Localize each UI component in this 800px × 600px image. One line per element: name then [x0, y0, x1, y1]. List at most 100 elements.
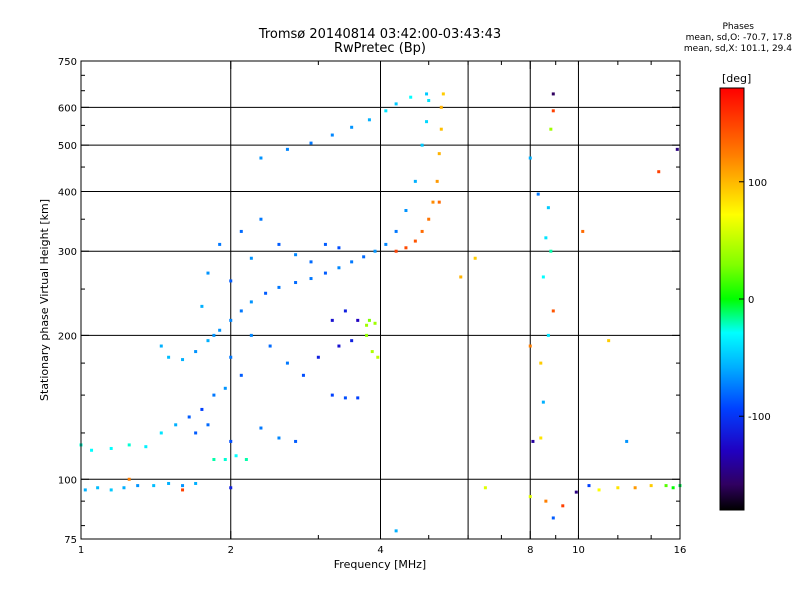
data-point [109, 488, 113, 492]
colorbar-label: [deg] [722, 72, 751, 85]
x-tick-label: 2 [228, 545, 234, 556]
data-point [549, 249, 553, 253]
data-point [96, 486, 100, 490]
data-point [194, 481, 198, 485]
data-point [337, 246, 341, 250]
data-point [544, 499, 548, 503]
phase-stats: Phases mean, sd,O: -70.7, 17.8 mean, sd,… [684, 22, 792, 55]
data-point [664, 484, 668, 488]
data-point [384, 242, 388, 246]
y-tick-labels: 75 100 200 300 400 500 600 750 [58, 57, 77, 546]
x-axis-label: Frequency [MHz] [334, 558, 426, 571]
data-point [365, 333, 369, 337]
data-point [109, 446, 113, 450]
data-point [528, 344, 532, 348]
data-point [174, 423, 178, 427]
chart-subtitle: RwPretec (Bp) [333, 41, 427, 56]
phase-stats-heading: Phases [722, 22, 754, 32]
data-point [249, 333, 253, 337]
data-point [249, 256, 253, 260]
data-point [581, 229, 585, 233]
data-point [350, 339, 354, 343]
phase-stats-x-mode: mean, sd,X: 101.1, 29.4 [683, 44, 792, 54]
data-point [551, 516, 555, 520]
data-point [187, 415, 191, 419]
data-point [350, 125, 354, 129]
data-point [244, 457, 248, 461]
data-point [439, 127, 443, 131]
colorbar-tick-label: 100 [748, 178, 767, 189]
data-point [587, 484, 591, 488]
data-point [229, 318, 233, 322]
data-point [316, 355, 320, 359]
data-point [394, 229, 398, 233]
data-point [294, 253, 298, 257]
data-point [206, 271, 210, 275]
data-point [574, 490, 578, 494]
data-point [413, 239, 417, 243]
data-point [83, 488, 87, 492]
data-point [330, 393, 334, 397]
y-tick-label: 200 [58, 331, 77, 342]
data-point [551, 92, 555, 96]
data-point [301, 373, 305, 377]
data-point [420, 229, 424, 233]
data-point [277, 285, 281, 289]
chart-title: Tromsø 20140814 03:42:00-03:43:43 [258, 27, 502, 42]
data-point [384, 109, 388, 113]
data-point [597, 488, 601, 492]
data-point [413, 179, 417, 183]
data-point [309, 260, 313, 264]
data-point [551, 109, 555, 113]
y-tick-label: 100 [58, 475, 77, 486]
data-point [323, 242, 327, 246]
data-point [223, 386, 227, 390]
data-point [376, 355, 380, 359]
data-point [367, 318, 371, 322]
data-point [277, 242, 281, 246]
data-point [394, 249, 398, 253]
data-point [551, 309, 555, 313]
data-point [294, 281, 298, 285]
data-point [330, 133, 334, 137]
data-point [218, 328, 222, 332]
data-point [439, 105, 443, 109]
data-point [337, 266, 341, 270]
data-point [625, 439, 629, 443]
data-point [277, 436, 281, 440]
data-point [394, 529, 398, 533]
data-point [539, 361, 543, 365]
y-tick-label: 75 [64, 535, 77, 546]
data-point [633, 486, 637, 490]
data-point [285, 361, 289, 365]
data-point [152, 484, 156, 488]
data-point [549, 127, 553, 131]
data-point [90, 448, 94, 452]
data-point [616, 486, 620, 490]
data-point [437, 200, 441, 204]
data-point [330, 318, 334, 322]
y-axis-label: Stationary phase Virtual Height [km] [38, 199, 51, 401]
data-point [159, 431, 163, 435]
data-point [420, 143, 424, 147]
data-point [144, 445, 148, 449]
data-point [362, 255, 366, 259]
x-tick-label: 8 [527, 545, 533, 556]
data-point [268, 344, 272, 348]
data-point [294, 439, 298, 443]
data-point [546, 333, 550, 337]
data-point [285, 147, 289, 151]
data-point [546, 206, 550, 210]
data-point [181, 484, 185, 488]
data-point [531, 439, 535, 443]
colorbar-ticks: 100 0 -100 [739, 178, 771, 423]
data-point [370, 350, 374, 354]
y-tick-label: 600 [58, 103, 77, 114]
data-point [223, 457, 227, 461]
grid-lines [81, 61, 680, 539]
data-point [541, 275, 545, 279]
data-point [206, 339, 210, 343]
data-point [264, 291, 268, 295]
data-point [343, 309, 347, 313]
